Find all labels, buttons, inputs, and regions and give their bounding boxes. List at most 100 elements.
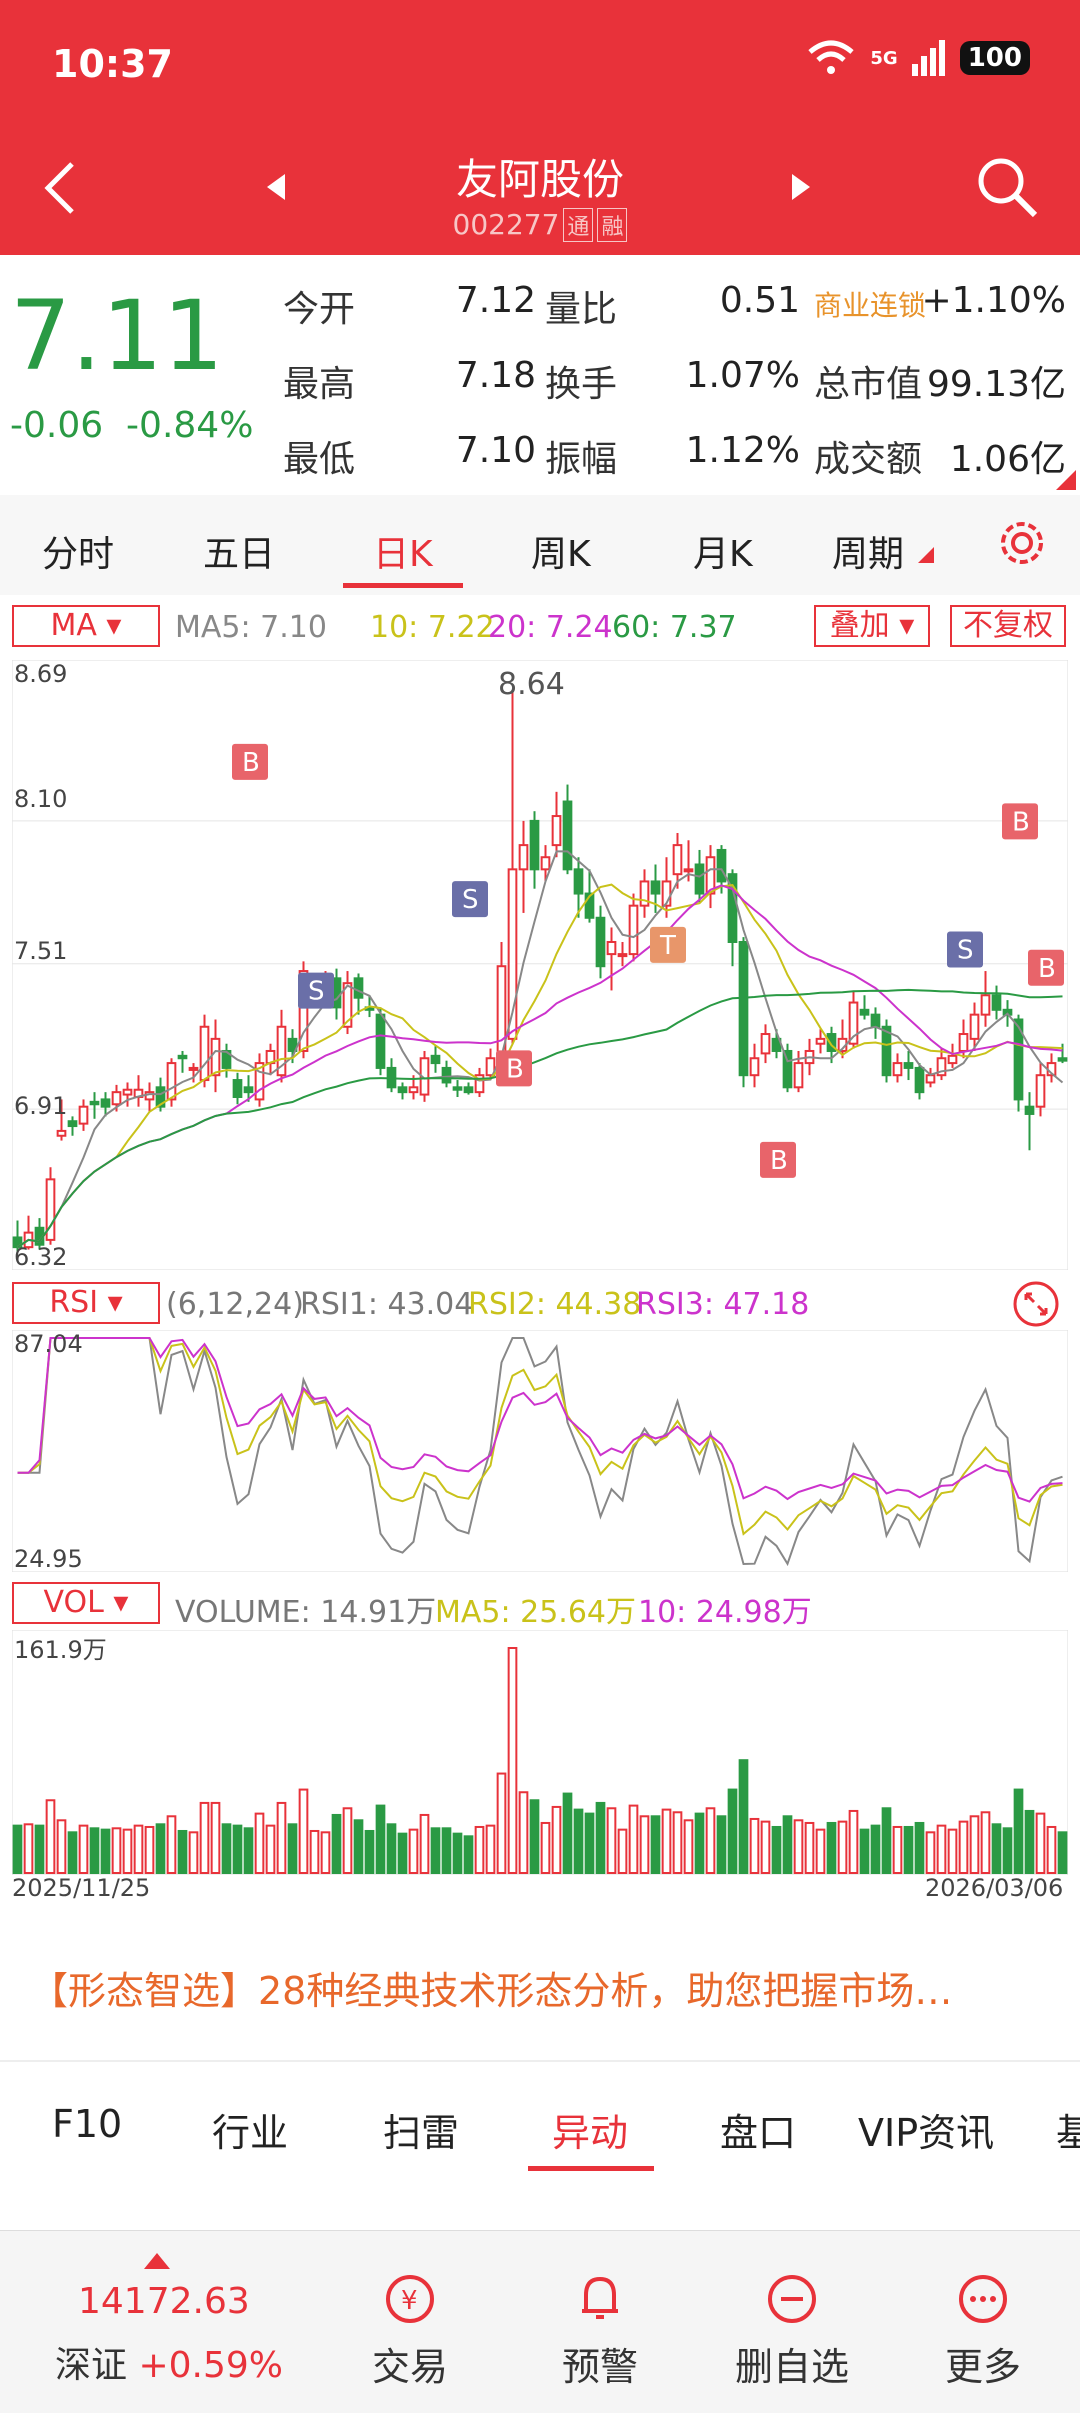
vol-top-label: 161.9万 xyxy=(14,1636,107,1664)
vol-selector[interactable]: VOL ▾ xyxy=(12,1582,160,1624)
candle-body xyxy=(375,1013,386,1069)
signal-icon xyxy=(911,40,945,76)
volume-bar xyxy=(650,1815,661,1875)
volume-bar xyxy=(705,1807,716,1874)
candle-body xyxy=(188,1066,199,1071)
candle-body xyxy=(628,904,639,956)
volume-bar xyxy=(628,1804,639,1874)
volume-bar xyxy=(122,1828,133,1874)
volume-chart[interactable] xyxy=(12,1630,1068,1875)
period-tabs: 分时 五日 日K 周K 月K 周期 xyxy=(0,495,1080,595)
tab-five-day[interactable]: 五日 xyxy=(203,534,276,575)
y-label-3: 7.51 xyxy=(14,937,68,965)
volume-bar xyxy=(1002,1827,1013,1874)
overlay-button[interactable]: 叠加 ▾ xyxy=(814,605,930,647)
rong-tag: 融 xyxy=(597,208,628,242)
tab-more-cut[interactable]: 基 xyxy=(1056,2111,1080,2155)
start-date: 2025/11/25 xyxy=(12,1874,151,1902)
expand-corner-icon[interactable] xyxy=(1056,470,1076,490)
tab-daily-k[interactable]: 日K xyxy=(373,534,433,575)
open-label: 今开 xyxy=(283,289,356,330)
tab-industry[interactable]: 行业 xyxy=(212,2111,289,2155)
candle-body xyxy=(738,940,749,1077)
candle-body xyxy=(243,1086,254,1094)
candle-body xyxy=(551,815,562,847)
stock-name: 友阿股份 xyxy=(455,155,624,204)
settings-gear-icon[interactable] xyxy=(997,518,1047,568)
signal-marker xyxy=(947,931,983,968)
signal-marker-label: B xyxy=(1012,807,1030,837)
current-price: 7.11 xyxy=(10,280,224,392)
ma5-legend: MA5: 7.10 xyxy=(175,610,327,645)
promo-banner[interactable]: 【形态智选】28种经典技术形态分析，助您把握市场… xyxy=(30,1969,953,2013)
nav-remove-label: 删自选 xyxy=(734,2345,849,2389)
volume-bar xyxy=(914,1821,925,1875)
candle-body xyxy=(210,1037,221,1077)
vol-ma10-legend: 10: 24.98万 xyxy=(638,1595,812,1630)
tab-period[interactable]: 周期 xyxy=(832,534,905,575)
tab-f10[interactable]: F10 xyxy=(52,2102,123,2146)
search-icon[interactable] xyxy=(975,155,1039,219)
volume-bar xyxy=(540,1821,551,1875)
volume-bar xyxy=(12,1824,23,1875)
amount-value: 1.06亿 xyxy=(949,439,1066,480)
fullscreen-icon[interactable] xyxy=(1012,1280,1060,1328)
signal-marker xyxy=(452,881,488,918)
tab-order-book[interactable]: 盘口 xyxy=(720,2111,797,2155)
volume-bar xyxy=(936,1824,947,1875)
candle-body xyxy=(78,1105,89,1125)
nav-alert[interactable]: 预警 xyxy=(520,2271,680,2391)
candle-body xyxy=(232,1079,243,1098)
volume-bar xyxy=(595,1801,606,1874)
change-value: -0.06 xyxy=(10,405,104,446)
ma-selector[interactable]: MA ▾ xyxy=(12,605,160,647)
candle-body xyxy=(342,982,353,1028)
next-stock-icon[interactable] xyxy=(790,172,812,202)
tab-intraday[interactable]: 分时 xyxy=(42,534,115,575)
kline-chart[interactable]: B B S S B S B B T xyxy=(12,660,1068,1270)
volume-bar xyxy=(496,1772,507,1874)
candle-body xyxy=(485,1057,496,1077)
candle-body xyxy=(1013,1018,1024,1101)
more-icon xyxy=(959,2275,1007,2323)
candle-body xyxy=(793,1062,804,1089)
volume-bar xyxy=(342,1807,353,1874)
volume-bar xyxy=(584,1812,595,1874)
sector-link[interactable]: 商业连锁 xyxy=(814,289,927,322)
volume-bar xyxy=(254,1812,265,1874)
volume-bar xyxy=(617,1828,628,1874)
volume-bar xyxy=(738,1759,749,1875)
vol-ma5-legend: MA5: 25.64万 xyxy=(435,1595,637,1630)
tab-unusual[interactable]: 异动 xyxy=(552,2111,629,2155)
rsi3-line xyxy=(17,1337,1063,1503)
nav-more[interactable]: 更多 xyxy=(903,2271,1063,2391)
rsi1-line xyxy=(17,1337,1063,1567)
back-icon[interactable] xyxy=(40,160,80,216)
fq-button[interactable]: 不复权 xyxy=(950,605,1066,647)
prev-stock-icon[interactable] xyxy=(265,172,287,202)
rsi-selector[interactable]: RSI ▾ xyxy=(12,1282,160,1324)
volume-bar xyxy=(947,1828,958,1874)
candle-body xyxy=(276,1025,287,1077)
wifi-icon xyxy=(808,40,855,74)
candle-body xyxy=(716,848,727,883)
tab-vip-news[interactable]: VIP资讯 xyxy=(858,2111,995,2155)
candle-body xyxy=(947,1054,958,1065)
volume-bar xyxy=(463,1835,474,1874)
signal-marker-label: S xyxy=(308,977,325,1007)
tab-monthly-k[interactable]: 月K xyxy=(693,534,753,575)
rsi-chart[interactable] xyxy=(12,1330,1068,1572)
nav-remove-watch[interactable]: 删自选 xyxy=(712,2271,872,2391)
nav-trade[interactable]: ¥ 交易 xyxy=(330,2271,490,2391)
candle-body xyxy=(606,940,617,956)
period-dropdown-icon xyxy=(918,547,934,563)
tab-weekly-k[interactable]: 周K xyxy=(531,534,591,575)
turnover-value: 1.07% xyxy=(685,355,800,396)
volume-bar xyxy=(859,1828,870,1874)
candle-body xyxy=(397,1086,408,1094)
high-value: 7.18 xyxy=(455,355,536,396)
candle-body xyxy=(474,1074,485,1094)
tab-risk-scan[interactable]: 扫雷 xyxy=(383,2111,460,2155)
signal-marker-label: B xyxy=(242,748,260,778)
status-time: 10:37 xyxy=(52,42,173,86)
